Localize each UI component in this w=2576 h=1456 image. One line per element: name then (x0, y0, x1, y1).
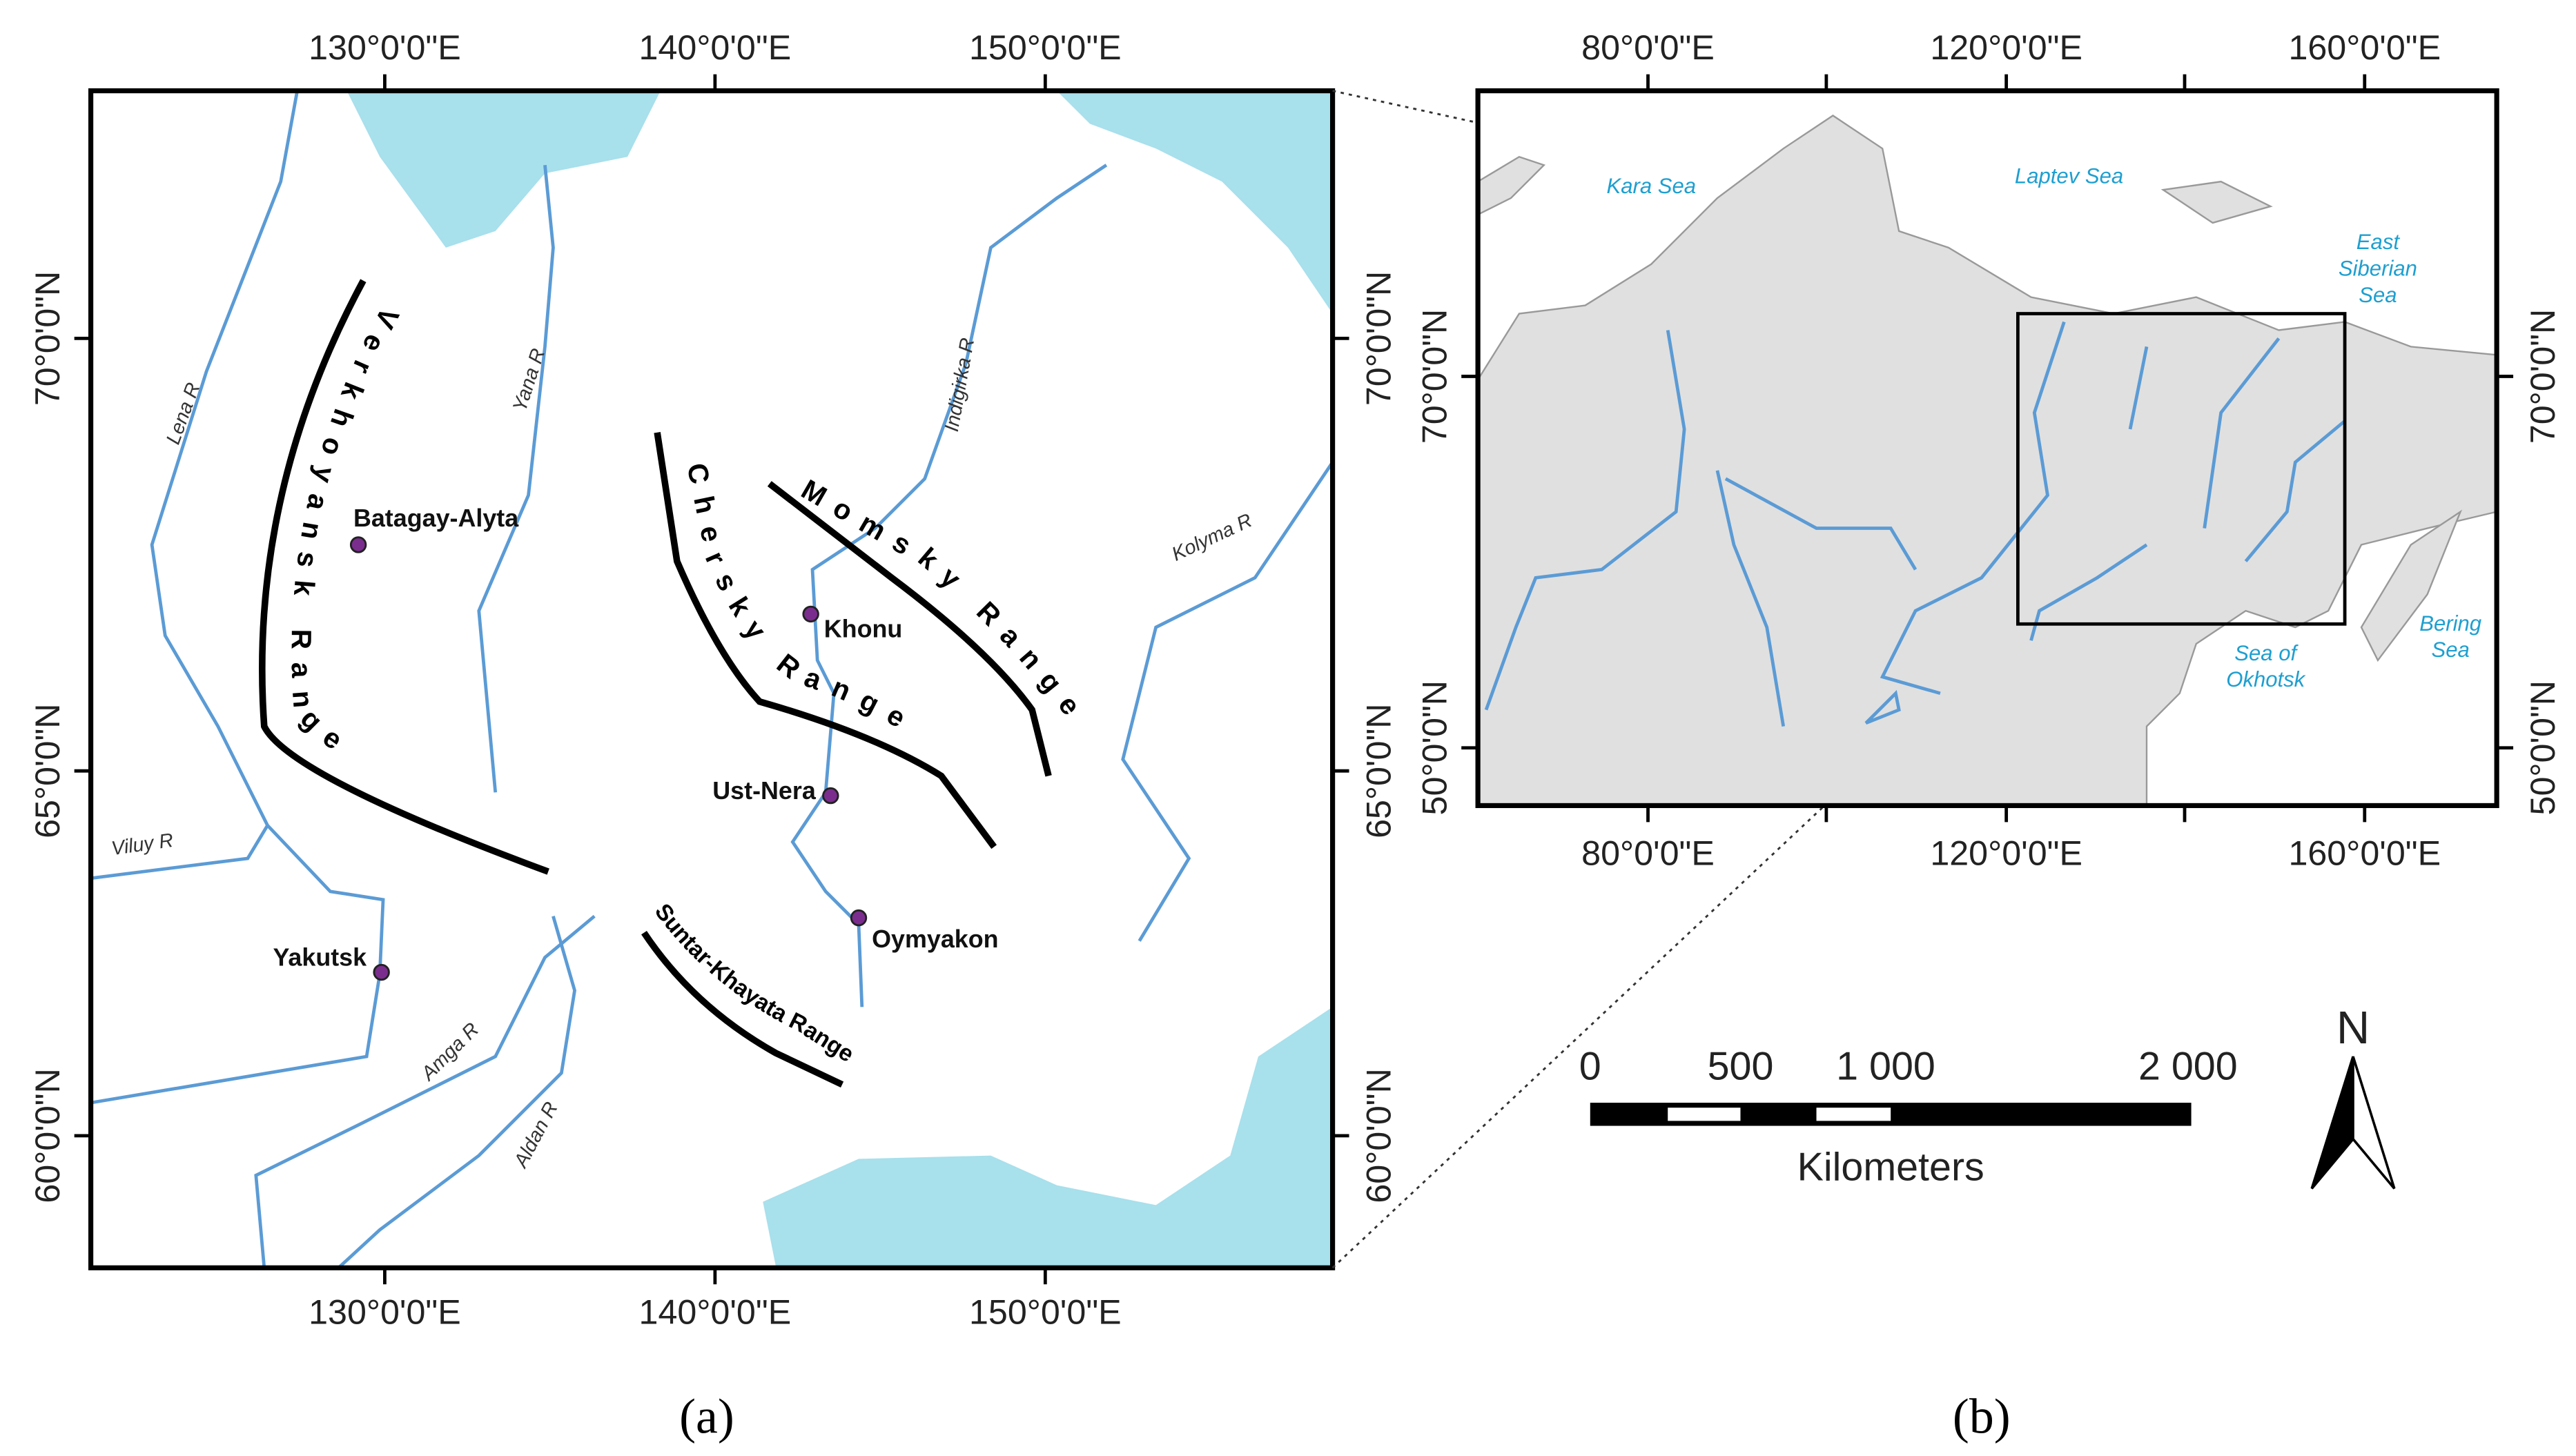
inset-box (2016, 312, 2347, 626)
lat-label: 65°0'0"N (28, 703, 67, 838)
river (1715, 470, 1786, 727)
water (1057, 90, 1333, 314)
mountain-range (654, 432, 997, 849)
graticule-ticks (1461, 74, 2514, 823)
sea-label: Kara Sea (1607, 174, 1697, 198)
lon-label: 120°0'0"E (1930, 28, 2082, 67)
map-frame (88, 88, 1336, 1270)
sea-label: Sea (2432, 638, 2470, 662)
river (1484, 330, 1686, 711)
sea-label: Siberian (2339, 257, 2417, 281)
lat-label: 60°0'0"N (28, 1068, 67, 1203)
sea-label: Bering (2419, 611, 2482, 636)
lat-label: 70°0'0"N (28, 271, 67, 406)
caption: (b) (1953, 1389, 2011, 1444)
settlements (349, 536, 868, 981)
lon-label: 120°0'0"E (1930, 834, 2082, 873)
river (254, 914, 596, 1268)
lake (1864, 689, 1901, 725)
north-arrow (2310, 1056, 2354, 1190)
lon-label: 150°0'0"E (969, 1293, 1122, 1332)
land (2360, 509, 2463, 662)
river (1724, 477, 1918, 571)
settlement-marker (850, 909, 868, 927)
lon-label: 160°0'0"E (2288, 834, 2441, 873)
mountain-range (767, 481, 1052, 777)
river (1880, 321, 2066, 696)
sea-label: Sea (2359, 283, 2397, 307)
settlement-label: Oymyakon (872, 925, 998, 953)
settlement-marker (349, 536, 367, 553)
settlement-label: Khonu (824, 615, 903, 642)
lon-label: 80°0'0"E (1581, 28, 1715, 67)
settlement-label: Ust-Nera (712, 777, 817, 805)
panel-a: Lena R Yana R Indigirka R Kolyma R Viluy… (28, 28, 1398, 1444)
river (1121, 461, 1334, 942)
graticule-ticks (74, 74, 1349, 1285)
mountain-range (259, 279, 549, 875)
lat-label: 60°0'0"N (1359, 1068, 1398, 1203)
river (90, 824, 385, 1105)
scale-segment (1668, 1108, 1741, 1121)
sea-label: Sea of (2234, 641, 2299, 665)
lat-label: 50°0'0"N (2524, 680, 2562, 815)
rivers (90, 90, 1334, 1270)
settlement-label: Yakutsk (273, 943, 367, 971)
lon-label: 80°0'0"E (1581, 834, 1715, 873)
lat-label: 70°0'0"N (1359, 271, 1398, 406)
lat-label: 70°0'0"N (2524, 309, 2562, 444)
lon-label: 150°0'0"E (969, 28, 1122, 67)
scale-label: 0 (1579, 1045, 1601, 1089)
map-background (90, 90, 1333, 1268)
mountain-range (641, 930, 844, 1088)
scale-unit: Kilometers (1797, 1145, 1984, 1189)
settlement-marker (373, 963, 390, 981)
scale-label: 1 000 (1836, 1045, 1935, 1089)
sea-label: East (2357, 230, 2401, 254)
lon-label: 140°0'0"E (639, 28, 792, 67)
caption: (a) (679, 1389, 734, 1444)
settlement-label: Batagay-Alyta (353, 504, 519, 532)
sea-label: Okhotsk (2226, 667, 2305, 691)
river (2128, 346, 2149, 430)
settlement-marker (822, 787, 839, 805)
sea-label: Laptev Sea (2015, 164, 2123, 188)
river (337, 916, 576, 1270)
lat-label: 70°0'0"N (1416, 309, 1454, 444)
lon-label: 160°0'0"E (2288, 28, 2441, 67)
scale-label: 2 000 (2138, 1045, 2238, 1089)
water (347, 90, 661, 248)
river (2203, 337, 2281, 529)
north-label: N (2336, 1002, 2370, 1054)
water (763, 1007, 1333, 1268)
scale-label: 500 (1708, 1045, 1774, 1089)
north-arrow (2352, 1056, 2396, 1190)
lon-label: 140°0'0"E (639, 1293, 792, 1332)
lon-label: 130°0'0"E (309, 28, 461, 67)
lon-label: 130°0'0"E (309, 1293, 461, 1332)
map-frame (1475, 88, 2499, 809)
lat-label: 50°0'0"N (1416, 680, 1454, 815)
lat-label: 65°0'0"N (1359, 703, 1398, 838)
river (2244, 420, 2346, 562)
river (90, 90, 299, 881)
scale-bar (1590, 1103, 2192, 1126)
land (2160, 180, 2273, 224)
panel-b: Kara Sea Laptev Sea East Siberian Sea Se… (1416, 28, 2562, 1444)
settlement-marker (802, 605, 819, 623)
scale-segment (1816, 1108, 1891, 1121)
river (477, 164, 555, 793)
